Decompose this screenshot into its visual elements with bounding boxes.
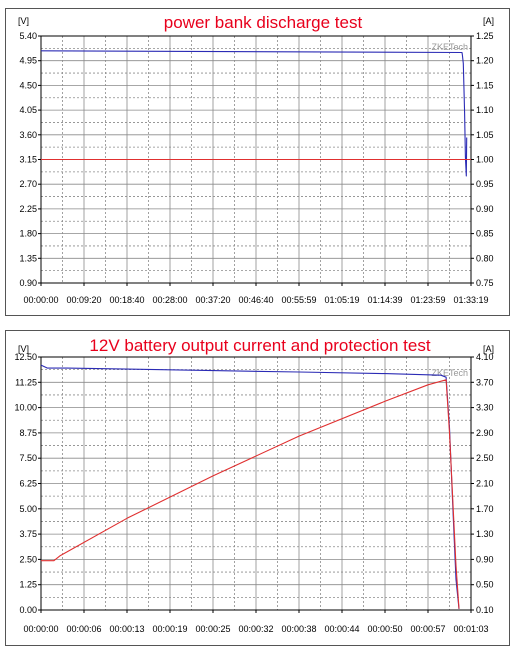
y-right-tick-label: 0.80 bbox=[476, 253, 494, 263]
x-tick-label: 00:37:20 bbox=[195, 295, 230, 305]
watermark-text: ZKETech bbox=[431, 368, 468, 378]
y-right-tick-label: 2.50 bbox=[476, 453, 494, 463]
y-right-tick-label: 3.70 bbox=[476, 377, 494, 387]
y-right-tick-label: 1.70 bbox=[476, 504, 494, 514]
y-left-tick-label: 3.60 bbox=[19, 130, 37, 140]
x-tick-label: 01:33:19 bbox=[453, 295, 488, 305]
x-tick-label: 00:00:57 bbox=[410, 624, 445, 634]
y-left-tick-label: 4.95 bbox=[19, 56, 37, 66]
y-right-tick-label: 4.10 bbox=[476, 352, 494, 362]
x-tick-label: 01:14:39 bbox=[367, 295, 402, 305]
y-left-tick-label: 4.50 bbox=[19, 80, 37, 90]
y-right-tick-label: 1.10 bbox=[476, 105, 494, 115]
y-left-unit-label: [V] bbox=[18, 16, 29, 26]
y-left-tick-label: 6.25 bbox=[19, 479, 37, 489]
x-tick-label: 00:00:00 bbox=[23, 624, 58, 634]
y-left-tick-label: 4.05 bbox=[19, 105, 37, 115]
y-left-tick-label: 2.50 bbox=[19, 554, 37, 564]
x-tick-label: 00:00:13 bbox=[109, 624, 144, 634]
y-left-tick-label: 7.50 bbox=[19, 453, 37, 463]
voltage-series-line bbox=[40, 50, 468, 177]
y-right-tick-label: 0.95 bbox=[476, 179, 494, 189]
y-left-tick-label: 11.25 bbox=[15, 377, 37, 387]
y-right-unit-label: [A] bbox=[483, 16, 494, 26]
y-left-tick-label: 8.75 bbox=[19, 428, 37, 438]
x-tick-label: 00:00:44 bbox=[324, 624, 359, 634]
y-left-tick-label: 0.00 bbox=[19, 605, 37, 615]
y-right-tick-label: 0.50 bbox=[476, 580, 494, 590]
y-right-tick-label: 0.10 bbox=[476, 605, 494, 615]
y-left-tick-label: 3.75 bbox=[19, 529, 37, 539]
y-left-tick-label: 1.25 bbox=[19, 580, 37, 590]
x-tick-label: 00:00:38 bbox=[281, 624, 316, 634]
x-tick-label: 01:23:59 bbox=[410, 295, 445, 305]
x-tick-label: 00:28:00 bbox=[152, 295, 187, 305]
y-right-tick-label: 2.10 bbox=[476, 479, 494, 489]
x-tick-label: 00:00:00 bbox=[23, 295, 58, 305]
y-left-tick-label: 2.25 bbox=[19, 204, 37, 214]
y-left-tick-label: 5.00 bbox=[19, 504, 37, 514]
y-right-tick-label: 0.90 bbox=[476, 554, 494, 564]
y-left-tick-label: 3.15 bbox=[19, 155, 37, 165]
y-right-tick-label: 0.90 bbox=[476, 204, 494, 214]
x-tick-label: 00:00:06 bbox=[66, 624, 101, 634]
y-left-tick-label: 10.00 bbox=[14, 403, 37, 413]
y-right-tick-label: 1.30 bbox=[476, 529, 494, 539]
y-right-tick-label: 3.30 bbox=[476, 403, 494, 413]
x-tick-label: 00:00:32 bbox=[238, 624, 273, 634]
y-left-tick-label: 12.50 bbox=[14, 352, 37, 362]
y-right-tick-label: 2.90 bbox=[476, 428, 494, 438]
current-series-line bbox=[41, 379, 460, 609]
y-right-tick-label: 1.00 bbox=[476, 155, 494, 165]
y-left-tick-label: 1.35 bbox=[19, 253, 37, 263]
battery-output-chart: 12.50 11.25 10.00 8.75 7.50 6.25 5.00 3.75 2.50 1… bbox=[14, 336, 494, 634]
x-tick-label: 00:00:50 bbox=[367, 624, 402, 634]
chart-panel-2: 12.50 11.25 10.00 8.75 7.50 6.25 5.00 3.75 2.50 1… bbox=[5, 330, 510, 646]
y-right-tick-label: 0.75 bbox=[476, 278, 494, 288]
x-tick-label: 01:05:19 bbox=[324, 295, 359, 305]
x-tick-label: 00:01:03 bbox=[453, 624, 488, 634]
x-tick-label: 00:09:20 bbox=[66, 295, 101, 305]
y-right-tick-label: 1.20 bbox=[476, 56, 494, 66]
chart-panel-1: 5.40 4.95 4.50 4.05 3.60 3.15 2.70 2.25 1.80 1.35… bbox=[5, 8, 510, 316]
x-tick-label: 00:18:40 bbox=[109, 295, 144, 305]
y-left-tick-label: 5.40 bbox=[19, 31, 37, 41]
y-left-tick-label: 1.80 bbox=[19, 229, 37, 239]
x-tick-label: 00:46:40 bbox=[238, 295, 273, 305]
y-left-tick-label: 2.70 bbox=[19, 179, 37, 189]
y-right-tick-label: 1.05 bbox=[476, 130, 494, 140]
chart-title: power bank discharge test bbox=[164, 13, 363, 32]
x-tick-label: 00:00:19 bbox=[152, 624, 187, 634]
discharge-chart: 5.40 4.95 4.50 4.05 3.60 3.15 2.70 2.25 1.80 1.35… bbox=[18, 13, 494, 305]
y-left-tick-label: 0.90 bbox=[19, 278, 37, 288]
y-right-tick-label: 1.25 bbox=[476, 31, 494, 41]
chart-title: 12V battery output current and protectio… bbox=[89, 336, 430, 355]
y-right-tick-label: 1.15 bbox=[476, 80, 494, 90]
x-tick-label: 00:00:25 bbox=[195, 624, 230, 634]
watermark-text: ZKETech bbox=[431, 42, 468, 52]
y-right-tick-label: 0.85 bbox=[476, 229, 494, 239]
y-right-unit-label: [A] bbox=[483, 344, 494, 354]
y-left-unit-label: [V] bbox=[18, 344, 29, 354]
x-tick-label: 00:55:59 bbox=[281, 295, 316, 305]
